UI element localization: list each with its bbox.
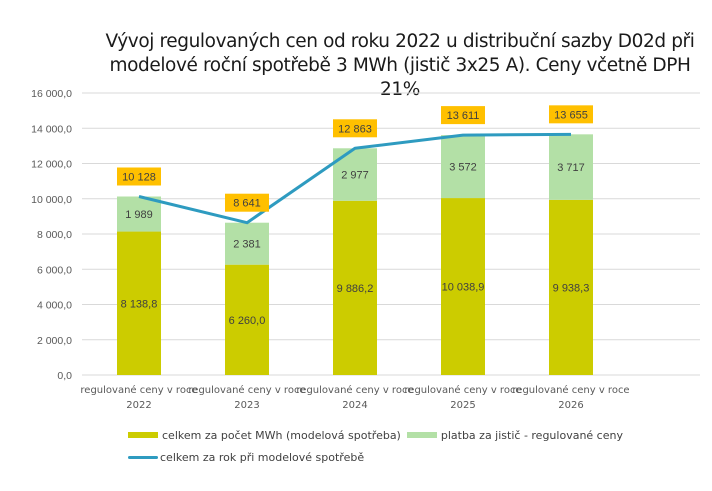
legend-item-mwh: celkem za počet MWh (modelová spotřeba) [128,429,401,442]
chart-title-line-2: modelové roční spotřebě 3 MWh (jistič 3x… [109,55,691,100]
bar-labels: 8 138,8 1 989 6 260,0 2 381 9 886,2 2 977 10 0… [121,162,590,327]
total-line-path [138,132,572,225]
total-label: 13 655 [554,109,588,121]
bar-label-mwh: 8 138,8 [121,298,158,310]
x-tick-label-line2: 2022 [126,400,151,411]
bar-label-mwh: 10 038,9 [442,282,485,294]
x-tick-label-line1: regulované ceny v roce [404,384,521,396]
bar-label-mwh: 6 260,0 [229,315,266,327]
x-tick-label-line2: 2024 [342,400,367,411]
legend-swatch-total [128,455,158,459]
bar-label-jistic: 1 989 [125,209,153,221]
chart-title: Vývoj regulovaných cen od roku 2022 u di… [100,30,700,102]
legend-label-jistic: platba za jistič - regulované ceny [440,428,623,442]
legend: celkem za počet MWh (modelová spotřeba) … [128,424,629,468]
legend-swatch-jistic [406,432,437,438]
total-labels: 10 128 8 641 12 863 13 611 13 655 [117,105,593,212]
y-tick-label: 8 000,0 [37,229,72,241]
x-tick-label-line1: regulované ceny v roce [80,384,197,396]
total-label-bg [225,193,269,212]
bar-mwh [225,264,269,375]
y-tick-label: 14 000,0 [31,123,72,135]
total-label: 10 128 [122,171,156,183]
y-tick-label: 0,0 [57,370,72,382]
bars [117,134,593,375]
total-label: 12 863 [338,123,372,135]
x-axis-ticks: regulované ceny v roce 2022 regulované cen… [80,384,629,411]
y-tick-label: 6 000,0 [37,264,72,276]
y-axis-ticks: 0,0 2 000,0 4 000,0 6 000,0 8 000,0 10 000,0 1… [31,88,72,382]
bar-mwh [549,199,593,375]
bar-label-mwh: 9 938,3 [553,282,590,294]
bar-jistic [117,196,161,232]
legend-label-mwh: celkem za počet MWh (modelová spotřeba) [162,428,401,442]
gridlines [82,92,700,376]
legend-swatch-mwh [128,432,158,438]
x-tick-label-line1: regulované ceny v roce [512,384,629,396]
bar-jistic [225,222,269,265]
total-label-bg [441,106,485,125]
bar-mwh [333,200,377,375]
total-label: 13 611 [447,110,480,122]
bar-mwh [441,198,485,375]
x-tick-label-line2: 2026 [558,400,583,411]
x-tick-label-line2: 2025 [450,400,475,411]
bar-jistic [549,134,593,200]
chart-title-line-1: Vývoj regulovaných cen od roku 2022 u di… [105,31,695,52]
legend-label-total: celkem za rok při modelové spotřebě [160,450,365,464]
y-tick-label: 10 000,0 [31,194,72,206]
total-label-bg [117,167,161,186]
bar-label-jistic: 3 572 [449,162,477,174]
legend-item-jistic: platba za jistič - regulované ceny [406,428,623,442]
bar-label-mwh: 9 886,2 [337,283,374,295]
bar-label-jistic: 2 977 [341,170,369,182]
bar-label-jistic: 3 717 [557,162,585,174]
x-tick-label-line1: regulované ceny v roce [296,384,413,396]
y-tick-label: 12 000,0 [31,159,72,171]
bar-mwh [117,231,161,375]
y-tick-label: 2 000,0 [37,335,72,347]
y-tick-label: 4 000,0 [37,300,72,312]
bar-jistic [441,135,485,199]
x-tick-label-line1: regulované ceny v roce [188,384,305,396]
y-tick-label: 16 000,0 [31,88,72,100]
total-label-bg [549,105,593,124]
total-line [138,132,572,225]
bar-label-jistic: 2 381 [233,239,261,251]
x-tick-label-line2: 2023 [234,400,259,411]
legend-item-total: celkem za rok při modelové spotřebě [128,451,364,464]
total-label: 8 641 [233,198,261,210]
total-label-bg [333,119,377,138]
